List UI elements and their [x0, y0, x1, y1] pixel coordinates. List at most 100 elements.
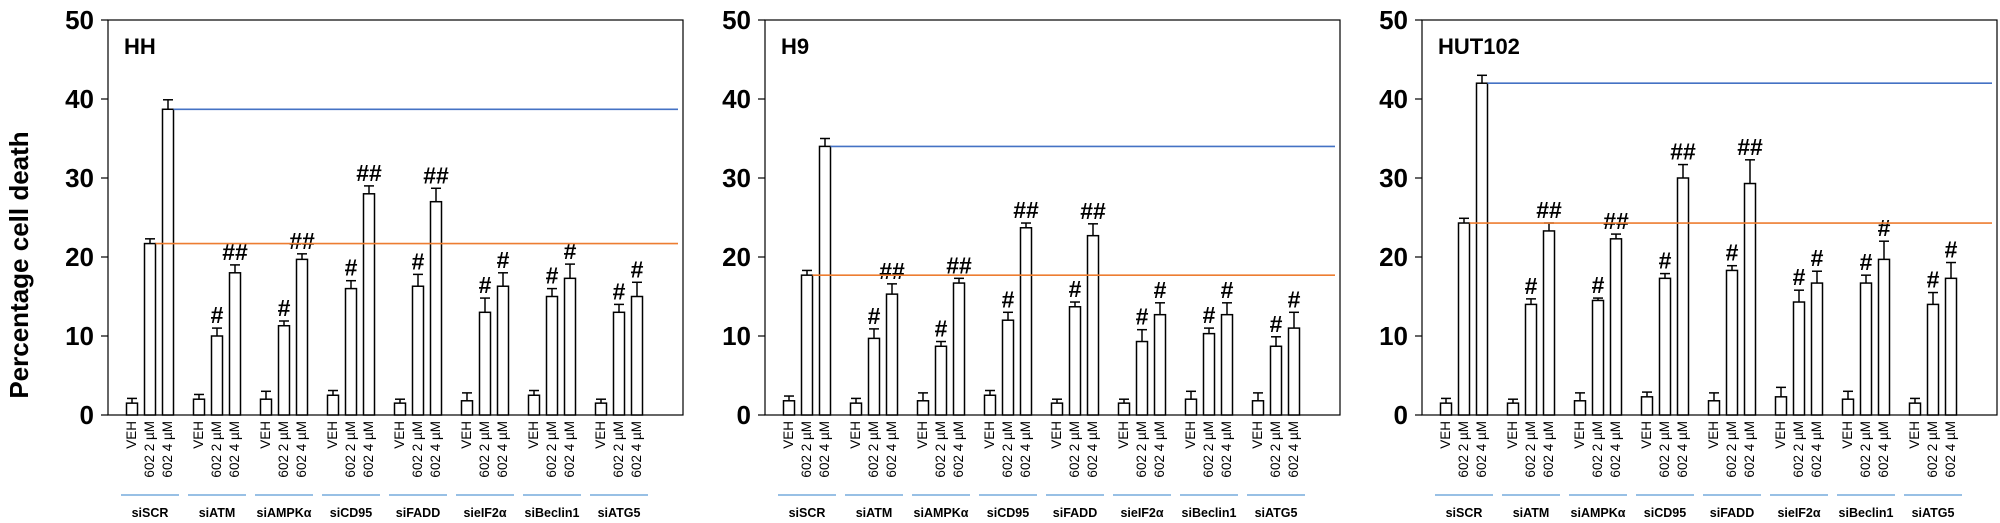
group-label: siATG5 [598, 506, 641, 520]
bar [1251, 400, 1265, 416]
bar-category-label: VEH [1049, 421, 1064, 449]
bar [1287, 327, 1301, 416]
bar-category-label: 602 4 µM [1541, 421, 1556, 478]
bar-category-label: 602 2 µM [1201, 421, 1216, 478]
bar-category-label: 602 2 µM [142, 421, 157, 478]
bar [1220, 313, 1234, 416]
bar-category-label: 602 4 µM [1809, 421, 1824, 478]
bar-category-label: 602 4 µM [1085, 421, 1100, 478]
bar-category-label: 602 4 µM [1474, 421, 1489, 478]
bar-category-label: 602 2 µM [544, 421, 559, 478]
bar [344, 287, 358, 416]
plot-frame [1421, 19, 1998, 416]
group-label: siBeclin1 [1839, 506, 1894, 520]
bar [1573, 400, 1587, 416]
bar [594, 402, 608, 416]
group-label: siSCR [1446, 506, 1483, 520]
significance-label: ## [946, 252, 972, 278]
bar-category-label: VEH [1572, 421, 1587, 449]
bar-category-label: VEH [1639, 421, 1654, 449]
y-tick-label: 50 [1379, 5, 1408, 35]
significance-label: # [1811, 245, 1824, 271]
bar [1475, 82, 1489, 416]
bar [277, 324, 291, 416]
bar-category-label: 602 4 µM [951, 421, 966, 478]
significance-label: ## [1536, 197, 1562, 223]
group-label: siSCR [132, 506, 169, 520]
bar [1086, 234, 1100, 416]
significance-label: # [412, 248, 425, 274]
bar [1640, 396, 1654, 416]
bar-category-label: VEH [781, 421, 796, 449]
bar [259, 398, 273, 416]
bar-category-label: 602 4 µM [1675, 421, 1690, 478]
bar [1202, 332, 1216, 416]
group-label: siSCR [789, 506, 826, 520]
bar-category-label: VEH [1773, 421, 1788, 449]
y-tick-label: 50 [65, 5, 94, 35]
bar-category-label: 602 4 µM [562, 421, 577, 478]
bar-category-label: VEH [392, 421, 407, 449]
bar [1068, 306, 1082, 416]
bar-category-label: 602 4 µM [1943, 421, 1958, 478]
bar [1774, 396, 1788, 416]
bar [1153, 313, 1167, 416]
significance-label: ## [1080, 198, 1106, 224]
significance-label: ## [1013, 197, 1039, 223]
bar [952, 282, 966, 416]
bar-category-label: 602 2 µM [866, 421, 881, 478]
bar [867, 337, 881, 416]
significance-label: # [613, 278, 626, 304]
group-label: siFADD [1053, 506, 1097, 520]
significance-label: # [1659, 248, 1672, 274]
bar-category-label: 602 2 µM [1000, 421, 1015, 478]
bar-category-label: VEH [982, 421, 997, 449]
bar-category-label: 602 2 µM [1523, 421, 1538, 478]
bar-category-label: 602 4 µM [1152, 421, 1167, 478]
group-label: siFADD [1710, 506, 1754, 520]
significance-label: ## [423, 162, 449, 188]
y-tick-label: 0 [80, 400, 94, 430]
bar [125, 402, 139, 416]
bar-category-label: VEH [1907, 421, 1922, 449]
bar [782, 400, 796, 416]
significance-label: # [1154, 277, 1167, 303]
significance-label: # [564, 238, 577, 264]
bar-category-label: 602 2 µM [1067, 421, 1082, 478]
bar-category-label: VEH [848, 421, 863, 449]
group-label: siAMPKα [257, 506, 312, 520]
significance-label: # [1136, 304, 1149, 330]
bar-category-label: VEH [1505, 421, 1520, 449]
y-tick-label: 10 [1379, 321, 1408, 351]
bar [934, 345, 948, 416]
bar-category-label: 602 2 µM [1791, 421, 1806, 478]
bar [527, 394, 541, 416]
significance-label: # [1069, 276, 1082, 302]
bar-category-label: VEH [1706, 421, 1721, 449]
bar-category-label: 602 4 µM [1742, 421, 1757, 478]
bar [1743, 182, 1757, 416]
bar [1676, 177, 1690, 416]
significance-label: # [1203, 302, 1216, 328]
bar [800, 274, 814, 416]
group-label: siATM [856, 506, 893, 520]
y-tick-label: 0 [1394, 400, 1408, 430]
panel-title: H9 [781, 34, 809, 59]
bar [460, 400, 474, 416]
bar [1439, 402, 1453, 416]
bar [545, 295, 559, 416]
bar-category-label: 602 2 µM [1858, 421, 1873, 478]
bar [1050, 402, 1064, 416]
bar-category-label: VEH [1116, 421, 1131, 449]
bar [916, 400, 930, 416]
significance-label: # [1878, 215, 1891, 241]
bar-category-label: 602 4 µM [817, 421, 832, 478]
bar-category-label: 602 2 µM [209, 421, 224, 478]
significance-label: # [497, 247, 510, 273]
significance-label: # [1793, 264, 1806, 290]
significance-label: # [1221, 277, 1234, 303]
bar-category-label: 602 2 µM [1657, 421, 1672, 478]
bar [362, 193, 376, 416]
